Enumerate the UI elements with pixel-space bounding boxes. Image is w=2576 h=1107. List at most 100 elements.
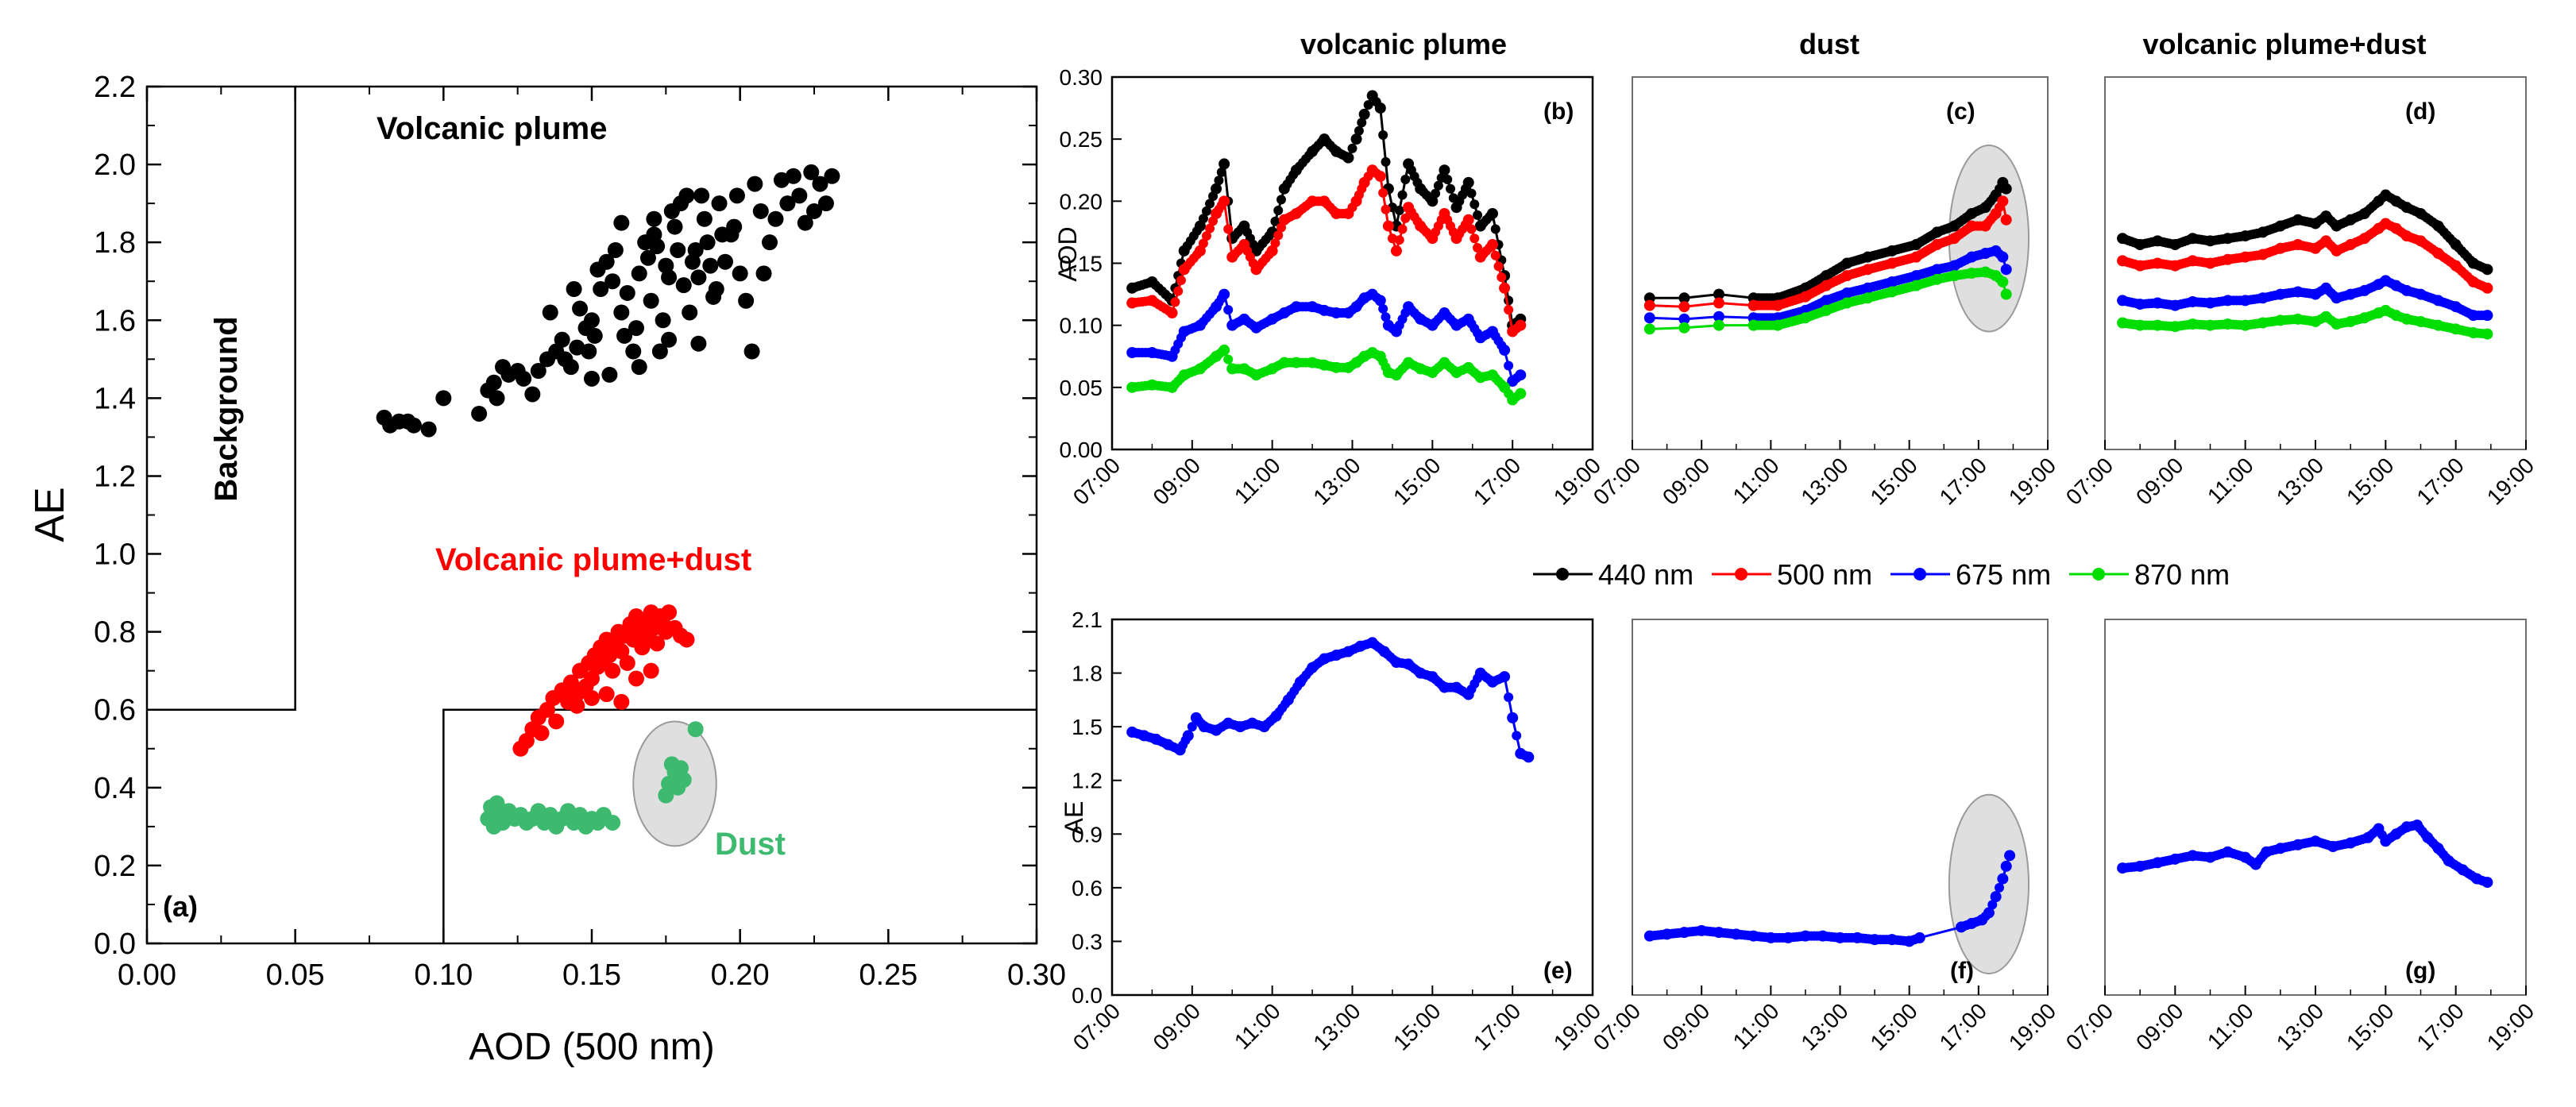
scatter-point: [785, 168, 801, 184]
series-marker: [2000, 288, 2012, 300]
scatter-point: [661, 269, 678, 286]
series-marker: [1216, 167, 1226, 177]
series-marker: [1378, 187, 1388, 198]
x-tick-label: 0.25: [859, 958, 917, 992]
panel-e-ae-volcanic: 07:00 09:00 11:00 13:00 15:00 17:00 19:000.00.…: [1068, 608, 1605, 1055]
y-tick-label: 0.25: [1060, 127, 1103, 152]
panel-c-aod-dust: 07:00 09:00 11:00 13:00 15:00 17:00 19:00: [1589, 76, 2060, 510]
scatter-point: [661, 604, 678, 621]
series-marker: [1678, 301, 1690, 313]
series-line: [2122, 193, 2489, 271]
series-marker: [1914, 932, 1925, 943]
y-tick-label: 0.00: [1060, 438, 1103, 462]
scatter-point: [631, 359, 647, 376]
panel-frame: [2104, 619, 2527, 996]
x-tick-label: 19:00: [2004, 453, 2060, 509]
panel-e-y-axis-label: AE: [1060, 801, 1088, 835]
scatter-point: [628, 320, 644, 337]
series-marker: [1276, 195, 1287, 205]
series-marker: [1270, 216, 1280, 226]
volcanic-dust-region-label: Volcanic plume+dust: [435, 542, 751, 577]
series-marker: [1218, 288, 1230, 300]
series-marker: [1273, 206, 1284, 216]
scatter-point: [619, 284, 635, 301]
series-marker: [1218, 344, 1230, 356]
scatter-point: [604, 273, 621, 290]
scatter-point: [767, 210, 784, 227]
series-marker: [1987, 900, 1998, 910]
series-marker: [1431, 188, 1441, 199]
series-marker: [2481, 310, 2493, 322]
series-marker: [1442, 174, 1453, 184]
series-marker: [1643, 323, 1655, 335]
panel-a-y-axis-label: AE: [27, 487, 73, 542]
series-marker: [1512, 731, 1522, 741]
scatter-point: [533, 725, 550, 742]
series-marker: [1499, 282, 1511, 294]
x-tick-label: 15:00: [2342, 453, 2398, 509]
scatter-point: [613, 693, 630, 710]
series-marker: [1201, 206, 1211, 216]
scatter-point: [539, 701, 555, 718]
scatter-point: [670, 241, 686, 258]
series-marker: [1374, 171, 1386, 183]
scatter-point: [708, 281, 724, 298]
series-marker: [1427, 195, 1439, 207]
scatter-point: [616, 327, 633, 344]
x-tick-label: 11:00: [1230, 998, 1285, 1054]
series-marker: [1643, 299, 1655, 311]
series-marker: [1400, 174, 1411, 184]
series-marker: [1523, 751, 1535, 763]
series-marker: [2000, 183, 2012, 195]
series-marker: [1381, 312, 1391, 322]
series-marker: [1466, 224, 1477, 234]
x-tick-label: 0.10: [414, 958, 473, 992]
series-marker: [2481, 264, 2493, 276]
series-marker: [1990, 891, 2002, 903]
scatter-point: [628, 670, 644, 687]
scatter-point: [643, 662, 659, 679]
series-675-nm: [2117, 275, 2493, 322]
y-tick-label: 0.8: [94, 616, 136, 650]
panel-frame: [1110, 618, 1594, 997]
series-marker: [1390, 245, 1402, 256]
scatter-point: [562, 674, 579, 691]
scatter-point: [687, 241, 704, 258]
series-500-nm: [2117, 218, 2493, 294]
scatter-point: [471, 405, 488, 422]
panel-a-points: [376, 164, 840, 835]
scatter-point: [824, 168, 840, 184]
scatter-point: [675, 277, 692, 294]
scatter-point: [643, 292, 659, 309]
series-line: [2122, 222, 2489, 290]
series-marker: [1713, 288, 1724, 300]
y-tick-label: 1.4: [94, 382, 136, 415]
x-tick-label: 11:00: [2203, 453, 2258, 508]
scatter-point: [542, 304, 558, 321]
series-marker: [1201, 231, 1211, 241]
legend-entry-500: 500 nm: [1712, 558, 1872, 591]
series-marker: [1382, 220, 1394, 232]
y-tick-label: 1.5: [1072, 715, 1103, 739]
dust-region-boundary: [442, 708, 1037, 943]
scatter-point: [554, 331, 570, 348]
x-tick-label: 15:00: [2342, 998, 2398, 1055]
y-tick-label: 2.2: [94, 71, 136, 104]
x-tick-label: 09:00: [1149, 998, 1205, 1055]
series-marker: [1378, 129, 1388, 140]
scatter-point: [406, 417, 422, 434]
legend-entry-675: 675 nm: [1890, 558, 2051, 591]
x-tick-label: 0.20: [711, 958, 770, 992]
series-marker: [1381, 156, 1391, 167]
series-dust: [480, 721, 704, 835]
scatter-point: [817, 195, 834, 212]
y-tick-label: 2.1: [1072, 608, 1103, 632]
scatter-point: [699, 234, 716, 251]
series-marker: [1713, 297, 1724, 309]
scatter-point: [714, 226, 731, 243]
scatter-point: [619, 654, 635, 671]
x-tick-label: 07:00: [2061, 998, 2118, 1055]
series-marker: [1354, 125, 1364, 136]
series-marker: [1218, 158, 1230, 170]
series-marker: [1462, 214, 1474, 226]
